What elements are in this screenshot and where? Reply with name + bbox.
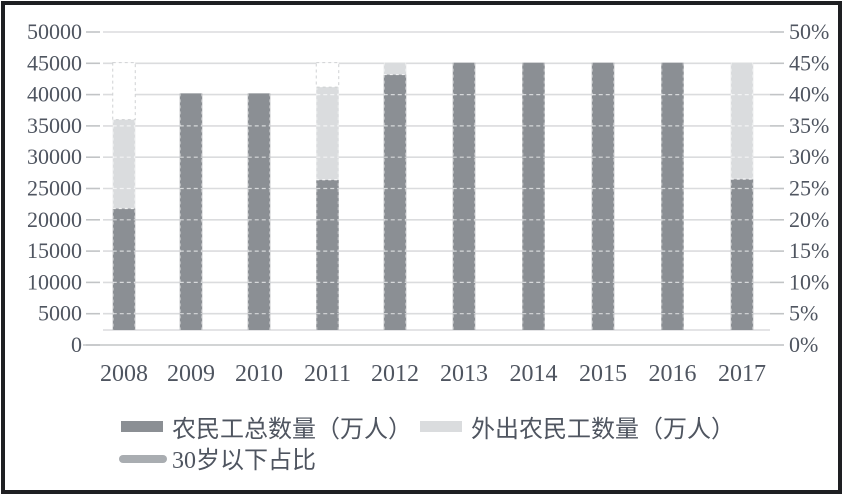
ghost-segments xyxy=(112,62,340,121)
right-axis-label: 50% xyxy=(789,19,829,44)
bar-total-segment xyxy=(316,179,339,330)
x-axis-label: 2011 xyxy=(304,361,351,387)
bar-outgoing-segment xyxy=(730,62,754,180)
bar-total-segment xyxy=(383,74,407,331)
left-axis-label: 20000 xyxy=(27,207,82,232)
bar-total-segment xyxy=(179,93,203,331)
right-axis-label: 40% xyxy=(789,82,829,107)
left-axis-label: 15000 xyxy=(27,238,82,263)
bar-total-segment xyxy=(452,62,476,330)
left-axis-label: 25000 xyxy=(27,176,82,201)
left-axis-label: 50000 xyxy=(27,19,82,44)
bar-outgoing-segment xyxy=(112,119,136,209)
gridlines xyxy=(83,31,770,346)
left-axis-label: 0 xyxy=(71,332,82,357)
left-axis-label: 40000 xyxy=(27,82,82,107)
trend-line-group xyxy=(124,56,742,157)
right-axis-label: 30% xyxy=(789,144,829,169)
right-axis-label: 15% xyxy=(789,238,829,263)
right-axis-label: 5% xyxy=(789,301,818,326)
trend-line xyxy=(124,56,742,157)
bar-total-segment xyxy=(591,62,615,330)
legend-label-line: 30岁以下占比 xyxy=(172,447,316,474)
legend-label-outgoing: 外出农民工数量（万人） xyxy=(471,416,735,443)
left-axis-label: 30000 xyxy=(27,144,82,169)
left-axis-label: 5000 xyxy=(38,301,82,326)
right-axis-label: 20% xyxy=(789,207,829,232)
ghost-segment xyxy=(315,62,340,88)
bar-outgoing-segment xyxy=(316,87,339,180)
axis-labels: 5000045000400003500030000250002000015000… xyxy=(27,19,829,387)
legend-label-total: 农民工总数量（万人） xyxy=(172,416,412,443)
right-axis-label: 10% xyxy=(789,269,829,294)
legend: 农民工总数量（万人） 外出农民工数量（万人） 30岁以下占比 xyxy=(119,416,735,474)
x-axis-label: 2015 xyxy=(579,361,627,387)
bar-total-segment xyxy=(112,208,136,330)
left-axis-label: 35000 xyxy=(27,113,82,138)
right-axis-label: 25% xyxy=(789,176,829,201)
bar-outgoing-segment xyxy=(383,62,407,75)
x-axis-label: 2016 xyxy=(649,361,697,387)
x-axis-label: 2013 xyxy=(440,361,488,387)
left-axis-label: 45000 xyxy=(27,50,82,75)
ghost-segment xyxy=(112,62,136,121)
bar-total-segment xyxy=(661,62,684,330)
bar-total-segment xyxy=(522,62,545,330)
right-axis-label: 0% xyxy=(789,332,818,357)
x-axis-label: 2009 xyxy=(167,361,215,387)
left-axis-label: 10000 xyxy=(27,269,82,294)
x-axis-label: 2017 xyxy=(718,361,766,387)
x-axis-label: 2010 xyxy=(235,361,283,387)
x-axis-label: 2008 xyxy=(100,361,148,387)
axis-ticks xyxy=(86,31,784,346)
bar-total-segment xyxy=(730,179,754,330)
right-axis-label: 35% xyxy=(789,113,829,138)
right-axis-label: 45% xyxy=(789,50,829,75)
legend-swatch-total xyxy=(121,421,163,432)
x-axis-label: 2014 xyxy=(510,361,558,387)
legend-swatch-outgoing xyxy=(420,421,462,432)
x-axis-label: 2012 xyxy=(371,361,419,387)
bar-total-segment xyxy=(247,93,271,331)
bars xyxy=(112,62,754,331)
